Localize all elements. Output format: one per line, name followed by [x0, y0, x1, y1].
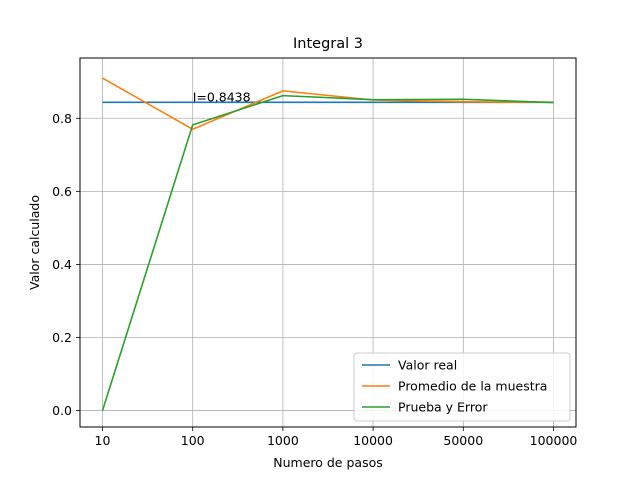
legend-box: [353, 352, 571, 422]
legend: Valor real Promedio de la muestra Prueba y…: [353, 352, 571, 422]
x-tick-label: 100: [181, 433, 205, 448]
legend-label: Promedio de la muestra: [398, 379, 547, 394]
y-tick-label: 0.8: [52, 111, 72, 126]
x-tick-label: 1000: [267, 433, 299, 448]
y-tick-label: 0.6: [52, 184, 72, 199]
x-tick-label: 100000: [530, 433, 578, 448]
series-line-3: [101, 94, 554, 411]
annotation-integral-value: I=0.8438: [193, 89, 251, 104]
y-axis-label: Valor calculado: [27, 195, 42, 290]
chart-title: Integral 3: [293, 36, 363, 52]
y-tick-label: 0.2: [52, 330, 72, 345]
x-axis-label: Numero de pasos: [273, 455, 383, 470]
grid: [80, 58, 576, 427]
series-layer: [101, 77, 554, 411]
x-tick-label: 10000: [353, 433, 393, 448]
series-line-2: [102, 77, 554, 131]
x-tick-label: 10: [95, 433, 111, 448]
legend-label: Valor real: [398, 358, 457, 373]
y-tick-label: 0.4: [52, 257, 72, 272]
y-tick-label: 0.0: [52, 403, 72, 418]
plot-frame: [79, 57, 577, 428]
legend-label: Prueba y Error: [398, 400, 488, 415]
x-tick-label: 50000: [443, 433, 483, 448]
x-axis-ticks: 10 100 1000 10000 50000 100000: [95, 427, 578, 448]
y-axis-ticks: 0.0 0.2 0.4 0.6 0.8: [52, 111, 80, 418]
